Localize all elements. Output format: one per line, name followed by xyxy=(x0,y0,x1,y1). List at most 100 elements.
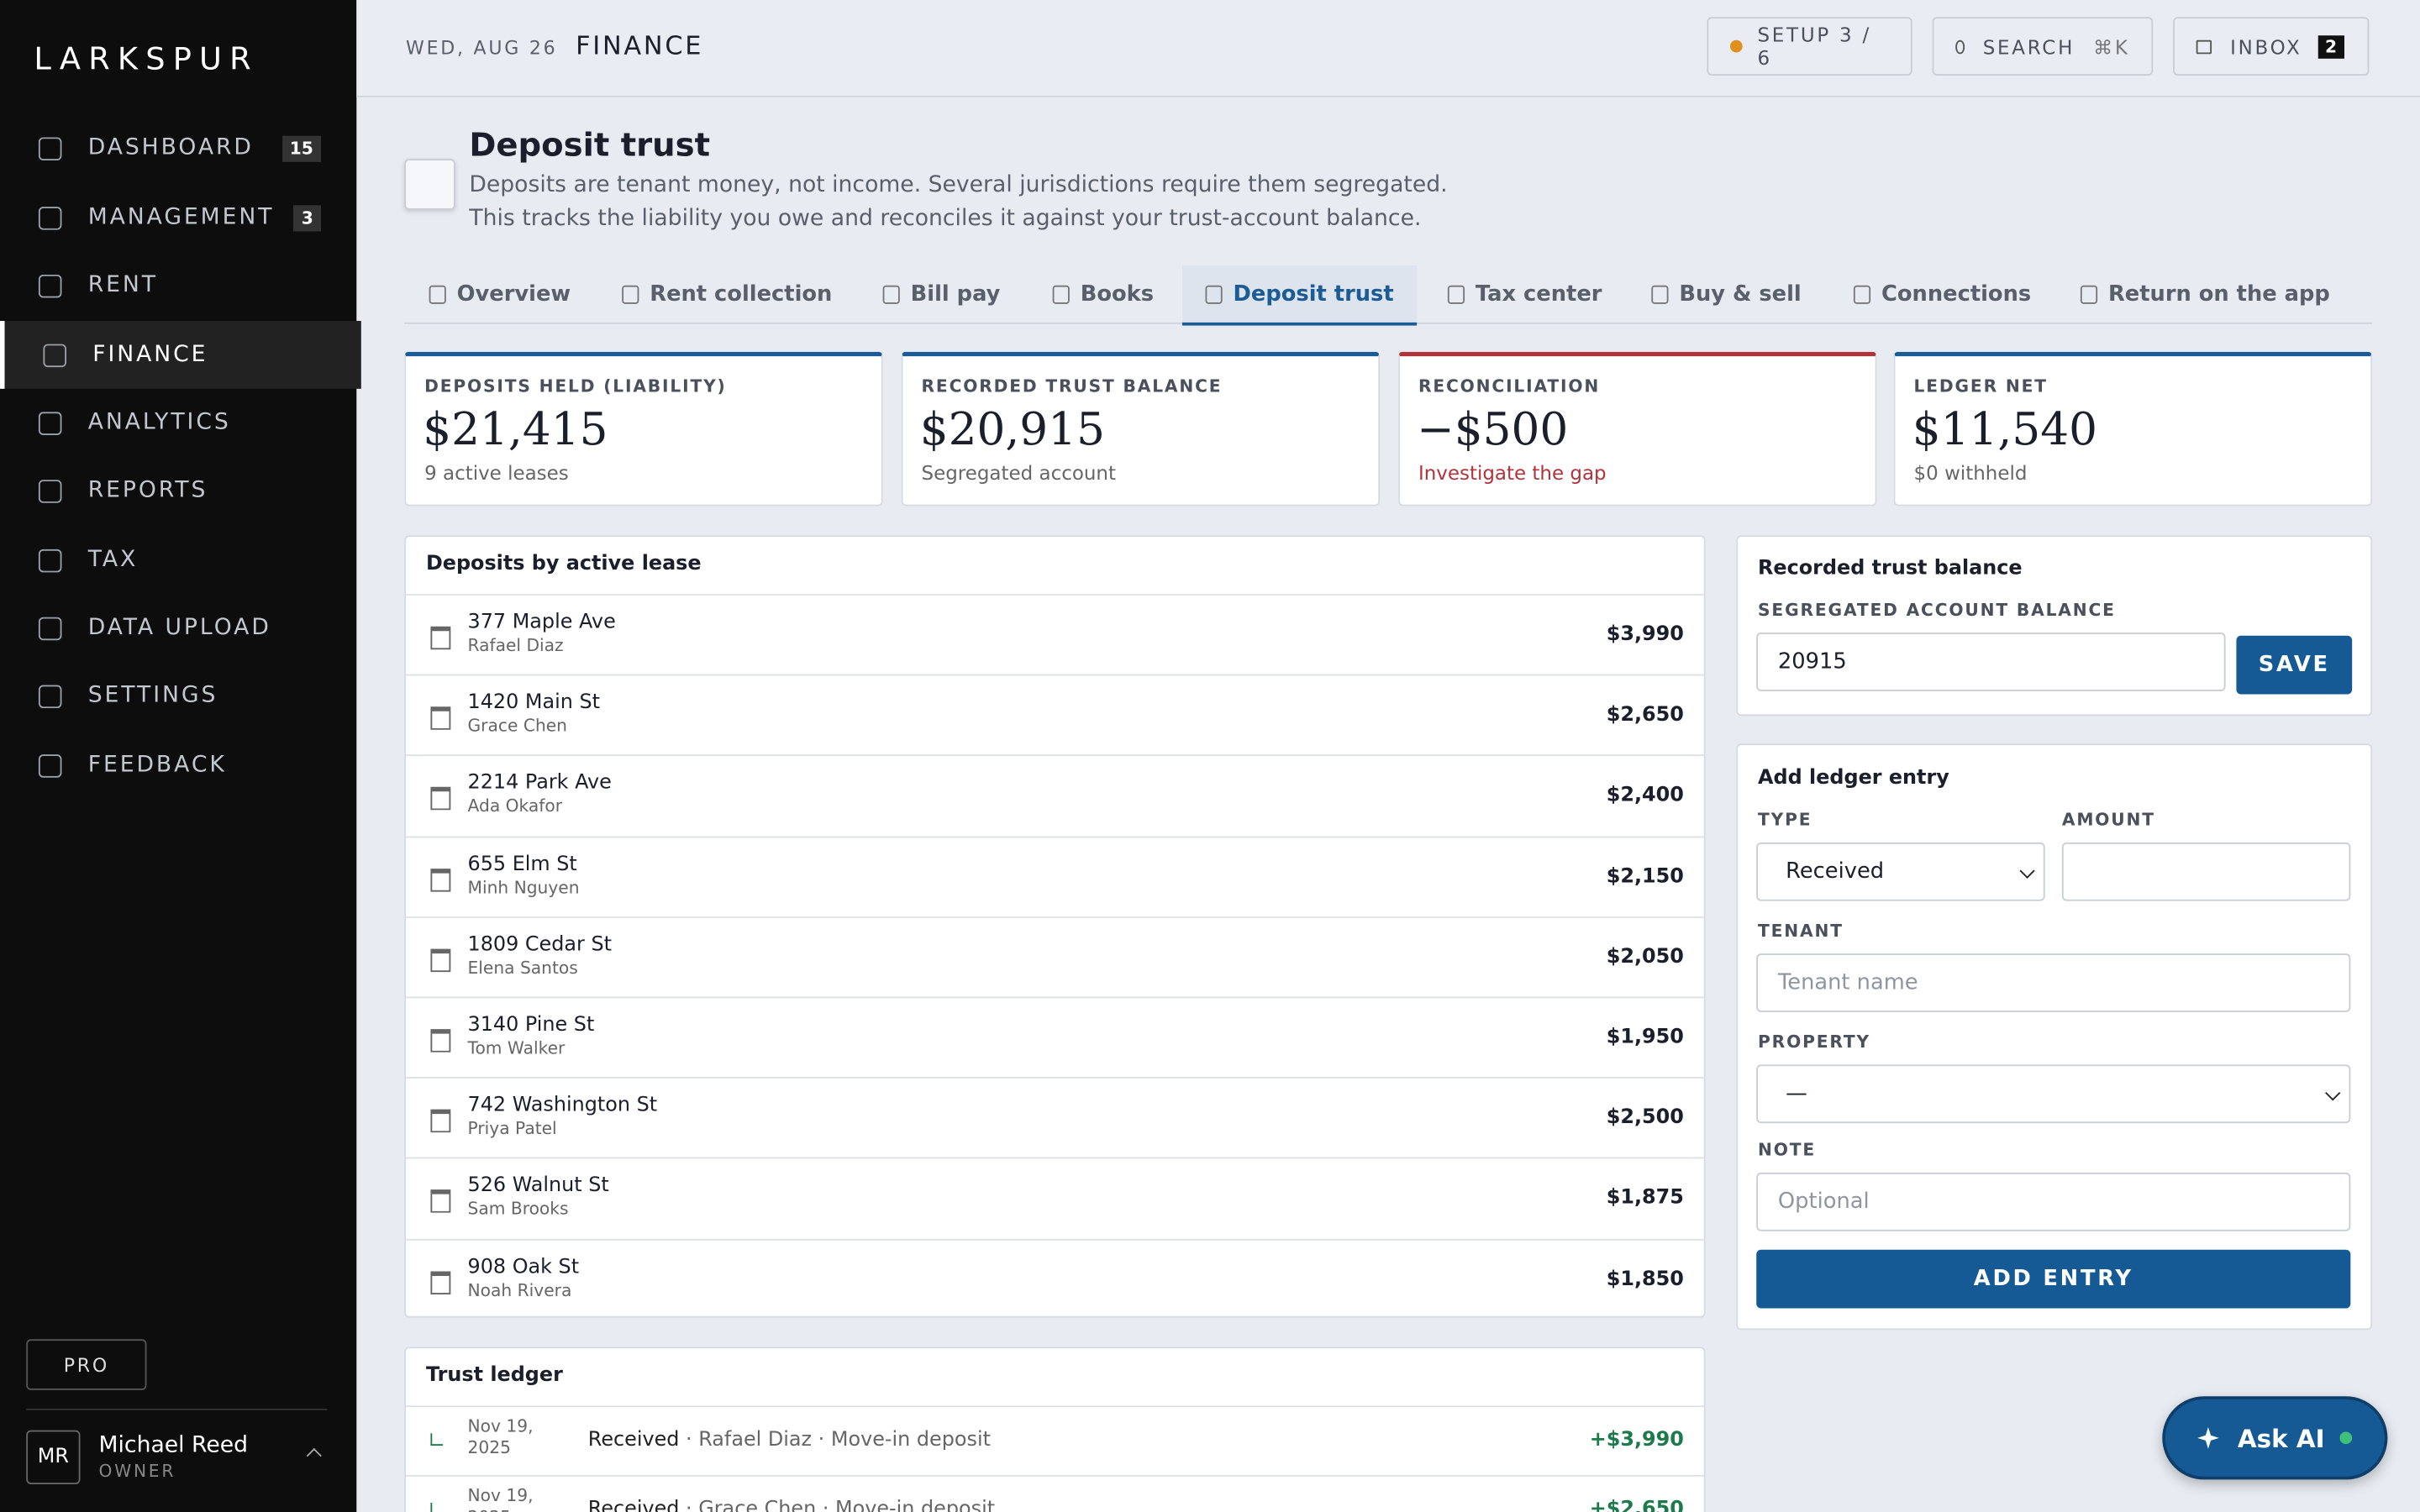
type-select[interactable]: Received xyxy=(1756,842,2045,901)
tenant-input[interactable]: Tenant name xyxy=(1756,953,2351,1012)
building-icon xyxy=(430,868,451,891)
ask-ai-button[interactable]: Ask AI xyxy=(2162,1396,2388,1480)
tab[interactable]: Rent collection xyxy=(622,265,832,323)
amount: $1,950 xyxy=(1606,1026,1684,1049)
tab[interactable]: Tax center xyxy=(1447,265,1602,323)
ledger-row[interactable]: Nov 19, 2025 ReceivedGrace ChenMove-in de… xyxy=(406,1474,1704,1512)
inbox-label: INBOX xyxy=(2230,34,2302,58)
balance-input[interactable]: 20915 xyxy=(1756,633,2226,691)
amount: $2,050 xyxy=(1606,945,1684,969)
save-button[interactable]: SAVE xyxy=(2236,635,2353,695)
tab-icon xyxy=(1052,284,1070,303)
nav-icon xyxy=(38,548,62,572)
tenant: Tom Walker xyxy=(467,1038,566,1059)
inbox-button[interactable]: INBOX 2 xyxy=(2173,17,2370,76)
status-dot xyxy=(2339,1431,2353,1445)
header-date: WED, AUG 26 xyxy=(406,37,558,59)
deposit-row[interactable]: 377 Maple Ave Rafael Diaz $3,990 xyxy=(406,594,1704,675)
nav-item[interactable]: TAX xyxy=(0,526,356,594)
nav-item[interactable]: REPORTS xyxy=(0,457,356,525)
add-entry-button[interactable]: ADD ENTRY xyxy=(1756,1249,2351,1309)
nav-icon xyxy=(38,753,62,777)
deposit-row[interactable]: 908 Oak St Noah Rivera $1,850 xyxy=(406,1238,1704,1320)
tenant: Grace Chen xyxy=(467,716,568,737)
tab[interactable]: Overview xyxy=(429,265,571,323)
tenant-label: TENANT xyxy=(1758,921,1844,942)
inbox-icon xyxy=(2196,39,2212,54)
ledger-date: Nov 19, 2025 xyxy=(467,1416,534,1458)
nav-item[interactable]: DASHBOARD 15 xyxy=(0,114,356,182)
tab[interactable]: Return on the app xyxy=(2080,265,2330,323)
setup-dot xyxy=(1729,39,1743,53)
search-label: SEARCH xyxy=(1982,34,2075,58)
deposit-row[interactable]: 742 Washington St Priya Patel $2,500 xyxy=(406,1077,1704,1158)
search-icon xyxy=(1955,39,1965,54)
note-input[interactable]: Optional xyxy=(1756,1172,2351,1231)
nav-item[interactable]: FEEDBACK xyxy=(0,732,356,800)
deposit-row[interactable]: 655 Elm St Minh Nguyen $2,150 xyxy=(406,835,1704,917)
amount: $1,850 xyxy=(1606,1268,1684,1291)
nav-icon xyxy=(38,616,62,640)
amount-input[interactable] xyxy=(2061,842,2351,901)
search-button[interactable]: SEARCH ⌘K xyxy=(1932,17,2154,76)
search-shortcut: ⌘K xyxy=(2093,34,2130,58)
pro-button[interactable]: PRO xyxy=(26,1339,147,1390)
tab-label: Rent collection xyxy=(650,281,833,307)
property-select[interactable]: — xyxy=(1756,1064,2351,1124)
amount: $1,875 xyxy=(1606,1187,1684,1210)
tenant: Sam Brooks xyxy=(467,1199,569,1220)
nav-item[interactable]: MANAGEMENT 3 xyxy=(0,184,356,252)
deposit-row[interactable]: 1420 Main St Grace Chen $2,650 xyxy=(406,674,1704,756)
nav-label: ANALYTICS xyxy=(87,410,231,435)
nav-item[interactable]: FINANCE xyxy=(0,321,361,389)
user-menu-chevron[interactable] xyxy=(306,1447,322,1464)
tenant: Rafael Diaz xyxy=(467,635,564,656)
ledger-note: Move-in deposit xyxy=(812,1429,991,1452)
address: 377 Maple Ave xyxy=(467,611,616,634)
kpi-note: $0 withheld xyxy=(1913,461,2028,485)
ledger-date: Nov 19, 2025 xyxy=(467,1485,534,1512)
address: 742 Washington St xyxy=(467,1094,658,1118)
tab[interactable]: Connections xyxy=(1853,265,2031,323)
setup-button[interactable]: SETUP 3 / 6 xyxy=(1707,17,1912,76)
ledger-amount: +$2,650 xyxy=(1589,1498,1684,1512)
ask-ai-label: Ask AI xyxy=(2237,1423,2325,1453)
setup-label: SETUP 3 / 6 xyxy=(1757,23,1871,70)
kpi-label: RECORDED TRUST BALANCE xyxy=(921,376,1223,397)
building-icon xyxy=(430,948,451,972)
nav-icon xyxy=(38,136,62,160)
tab-icon xyxy=(2080,284,2098,303)
nav-item[interactable]: SETTINGS xyxy=(0,662,356,730)
tab[interactable]: Buy & sell xyxy=(1651,265,1802,323)
address: 3140 Pine St xyxy=(467,1013,595,1037)
kpi-value: $11,540 xyxy=(1912,402,2098,455)
tab[interactable]: Bill pay xyxy=(882,265,1000,323)
nav-item[interactable]: ANALYTICS xyxy=(0,389,356,457)
tab-icon xyxy=(429,284,446,303)
tab[interactable]: Books xyxy=(1052,265,1154,323)
building-icon xyxy=(430,1270,451,1294)
inbox-count: 2 xyxy=(2317,34,2345,58)
deposit-row[interactable]: 2214 Park Ave Ada Okafor $2,400 xyxy=(406,754,1704,837)
tab-label: Overview xyxy=(456,281,571,307)
ledger-row[interactable]: Nov 19, 2025 ReceivedRafael DiazMove-in d… xyxy=(406,1405,1704,1476)
user-role: OWNER xyxy=(98,1461,176,1482)
deposit-row[interactable]: 526 Walnut St Sam Brooks $1,875 xyxy=(406,1158,1704,1239)
page-description: Deposits are tenant money, not income. S… xyxy=(469,172,1448,232)
tab[interactable]: Deposit trust xyxy=(1181,265,1418,326)
amount-label: AMOUNT xyxy=(2061,810,2155,831)
deposit-row[interactable]: 1809 Cedar St Elena Santos $2,050 xyxy=(406,916,1704,998)
card-title: Add ledger entry xyxy=(1758,766,1949,790)
nav-item[interactable]: RENT xyxy=(0,251,356,319)
address: 655 Elm St xyxy=(467,852,577,876)
nav-label: REPORTS xyxy=(87,478,208,503)
deposit-row[interactable]: 3140 Pine St Tom Walker $1,950 xyxy=(406,996,1704,1079)
note-label: NOTE xyxy=(1758,1140,1817,1161)
ledger-amount: +$3,990 xyxy=(1589,1428,1684,1452)
nav-icon xyxy=(38,479,62,502)
nav-item[interactable]: DATA UPLOAD xyxy=(0,594,356,662)
building-icon xyxy=(430,1109,451,1133)
nav-label: RENT xyxy=(87,273,158,298)
kpi-card: RECONCILIATION −$500 Investigate the gap xyxy=(1398,351,1877,507)
